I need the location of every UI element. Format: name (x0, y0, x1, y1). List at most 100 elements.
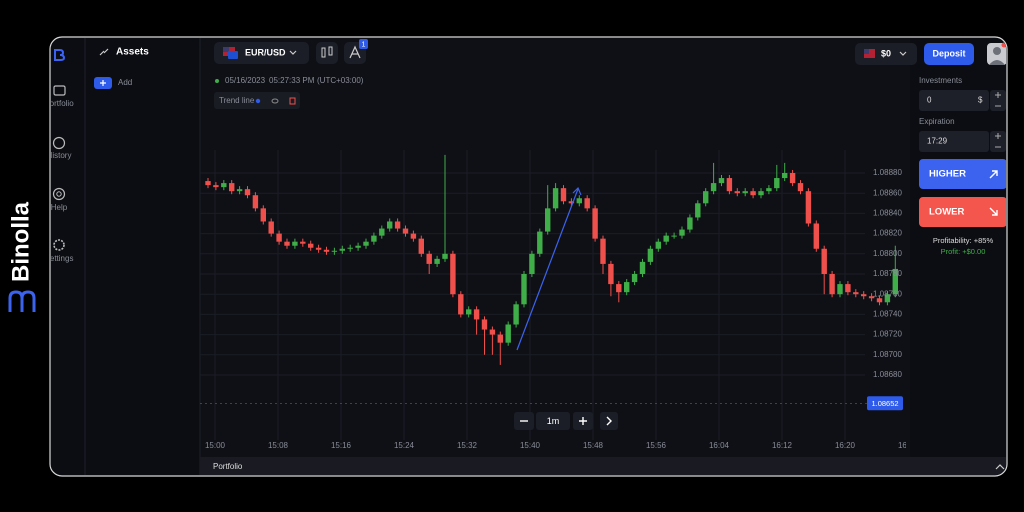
deposit-button[interactable]: Deposit (924, 43, 974, 65)
candle-body (663, 235, 669, 242)
y-tick-label: 1.08860 (873, 188, 902, 197)
candle-body (695, 203, 701, 218)
candle-body (205, 181, 211, 186)
avatar-icon (989, 60, 1005, 65)
expiration-input[interactable]: 17:29 (919, 131, 1006, 152)
asset-selector[interactable]: EUR/USD (214, 42, 309, 64)
x-tick-label: 16:28 (898, 441, 919, 450)
stepper-icons (995, 92, 1001, 107)
panel-title: Assets (116, 47, 149, 58)
trend-line[interactable] (516, 186, 582, 351)
candle-body (876, 298, 883, 303)
candle-body (805, 191, 812, 224)
flag (864, 49, 875, 58)
candle-body (497, 334, 503, 343)
y-tick-label: 1.08680 (873, 370, 902, 379)
candle-body (821, 248, 827, 274)
candle-body (861, 294, 867, 297)
candle-body (545, 208, 551, 232)
candle-body (616, 284, 622, 293)
x-tick-label: 16:04 (709, 441, 730, 450)
avatar[interactable] (987, 42, 1007, 66)
nav-icon (53, 85, 66, 96)
candle-body (355, 245, 361, 248)
zoom-out-button[interactable] (514, 412, 534, 430)
scroll-right-button[interactable] (600, 412, 618, 430)
flag (864, 49, 869, 54)
candle-body (837, 284, 843, 295)
add-button[interactable]: Add (94, 77, 132, 89)
status-dot (215, 79, 219, 83)
candle-body (892, 268, 898, 295)
profitability: Profitability: +85% (933, 236, 994, 245)
field-label: Investments (919, 76, 962, 85)
button-label: LOWER (929, 207, 964, 218)
candle-body (868, 296, 875, 299)
x-tick-label: 15:40 (520, 441, 541, 450)
candle-body (529, 253, 535, 274)
zoom-in-button[interactable] (573, 412, 593, 430)
chevron (289, 50, 297, 55)
button (919, 159, 1006, 189)
candle-body (608, 263, 614, 285)
input (919, 90, 989, 111)
footer-title: Portfolio (213, 462, 243, 471)
candle-body (789, 173, 796, 184)
x-tick-label: 15:24 (394, 441, 415, 450)
app: Portfolio History Help Settings Assets A… (44, 38, 1007, 475)
candle-body (560, 188, 567, 202)
button (924, 43, 974, 65)
price-badge (867, 396, 903, 411)
candle-body (418, 238, 424, 254)
button (536, 412, 570, 430)
chart-type-button[interactable] (316, 42, 338, 64)
candle-body (260, 208, 266, 222)
balance-selector[interactable]: $0 (855, 43, 917, 65)
trend-line-path (516, 188, 579, 351)
x-tick-label: 15:08 (268, 441, 289, 450)
candle-body (402, 228, 409, 234)
timeframe-selector[interactable]: 1m (536, 412, 570, 430)
candle-body (387, 221, 393, 229)
candle-body (473, 309, 480, 320)
candle-body (884, 294, 891, 303)
flag (223, 47, 229, 52)
investment-input[interactable]: 0 $ (919, 90, 1006, 111)
candle-body (513, 304, 519, 325)
nav-icon (52, 187, 66, 201)
nav-help[interactable]: Help (51, 187, 68, 213)
tool-chip[interactable]: Trend line (214, 92, 300, 109)
button-label: Deposit (932, 48, 965, 58)
badge-count: 1 (362, 41, 366, 48)
candle-body (292, 241, 298, 246)
eye-icon (271, 98, 279, 104)
candle-body (323, 249, 330, 252)
input-unit: $ (978, 96, 983, 105)
candle-body (552, 188, 559, 209)
chart-area (200, 38, 910, 457)
candle-body (703, 191, 709, 204)
candle-body (647, 248, 654, 262)
chart-date: 05/16/2023 (225, 76, 266, 85)
timeframe: 1m (547, 416, 560, 426)
input (919, 131, 989, 152)
nav-portfolio[interactable]: Portfolio (44, 85, 74, 108)
candle-body (853, 292, 859, 295)
indicators-button[interactable]: 1 (344, 39, 368, 64)
candle-body (576, 198, 582, 204)
chart-time: 05:27:33 PM (269, 76, 315, 85)
candle-body (718, 178, 725, 184)
candle-body (308, 243, 314, 248)
balance: $0 (881, 48, 891, 58)
nav-history[interactable]: History (47, 136, 72, 161)
candle-body (679, 229, 685, 236)
nav-icon (56, 191, 62, 197)
collapse-icon[interactable] (99, 48, 109, 56)
icon (579, 417, 587, 425)
candle-body (742, 191, 748, 194)
expand-icon[interactable] (995, 464, 1005, 470)
higher-button[interactable]: HIGHER (919, 159, 1007, 189)
add-label: Add (118, 78, 132, 87)
lower-button[interactable]: LOWER (919, 197, 1007, 227)
nav-settings[interactable]: Settings (45, 239, 74, 263)
